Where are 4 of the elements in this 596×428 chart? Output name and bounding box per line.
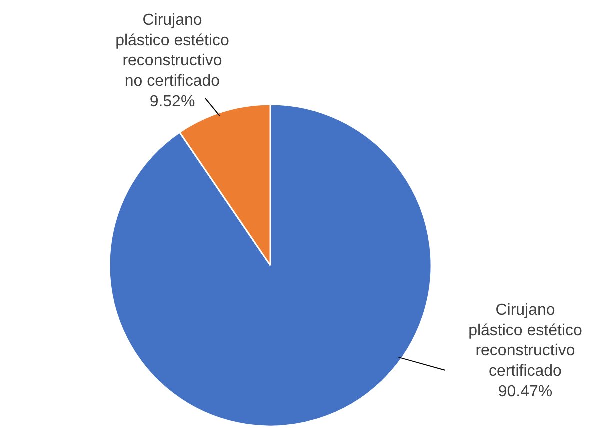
data-label: 9.52% <box>150 94 196 110</box>
data-label: 90.47% <box>498 384 553 400</box>
slice-label: Cirujano plástico estético reconstructivo certificado <box>468 302 583 380</box>
slice-label: Cirujano plástico estético reconstructivo no certificado <box>116 12 230 90</box>
